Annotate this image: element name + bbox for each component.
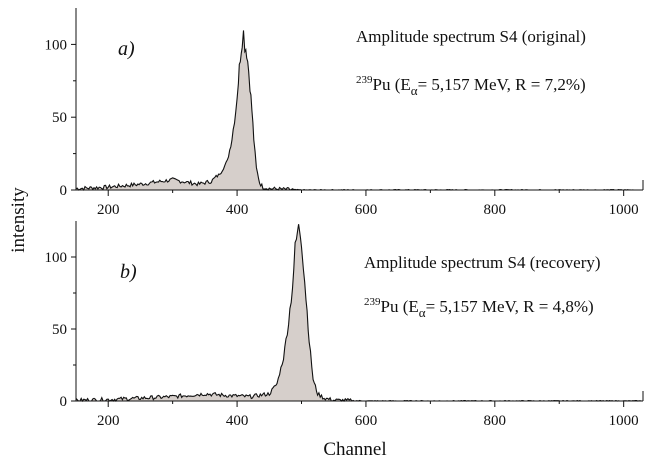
y-axis-title: intensity <box>8 187 29 253</box>
alpha-subscript: α <box>419 305 426 320</box>
panel-title: Amplitude spectrum S4 (original) <box>356 27 586 46</box>
energy-resolution-text: = 5,157 MeV, R = 7,2%) <box>418 75 586 94</box>
isotope-annotation: 239Pu (Eα= 5,157 MeV, R = 7,2%) <box>356 74 586 98</box>
spectrum-line <box>75 30 643 192</box>
panel-b: 0 50 100 200 400 600 800 1000 b) Amplitude spectr… <box>45 221 644 429</box>
y-tick-label: 0 <box>60 183 68 199</box>
isotope-mass: 239 <box>364 296 381 308</box>
y-tick-label: 100 <box>45 37 68 53</box>
panel-title: Amplitude spectrum S4 (recovery) <box>364 253 601 272</box>
panel-a: 0 50 100 200 400 600 800 1000 a) Amplitude spectr… <box>45 8 644 218</box>
x-tick-label: 1000 <box>609 413 639 429</box>
x-tick-label: 600 <box>355 413 378 429</box>
panel-label: b) <box>120 261 137 283</box>
x-tick-label: 200 <box>97 413 120 429</box>
x-tick-label: 400 <box>226 413 249 429</box>
x-tick-label: 800 <box>484 413 507 429</box>
spectrum-area <box>76 30 643 191</box>
y-tick-label: 0 <box>60 394 68 410</box>
panel-label: a) <box>118 38 135 60</box>
energy-resolution-text: = 5,157 MeV, R = 4,8%) <box>426 297 594 316</box>
x-tick-label: 800 <box>484 202 507 218</box>
isotope-text: Pu (E <box>381 297 419 316</box>
x-tick-label: 1000 <box>609 202 639 218</box>
y-tick-label: 50 <box>52 322 67 338</box>
x-axis-title: Channel <box>323 439 386 460</box>
y-tick-label: 100 <box>45 250 68 266</box>
y-tick-label: 50 <box>52 110 67 126</box>
isotope-annotation: 239Pu (Eα= 5,157 MeV, R = 4,8%) <box>364 296 594 320</box>
x-tick-label: 600 <box>355 202 378 218</box>
alpha-subscript: α <box>411 83 418 98</box>
isotope-mass: 239 <box>356 74 373 86</box>
isotope-text: Pu (E <box>373 75 411 94</box>
x-tick-label: 200 <box>97 202 120 218</box>
x-tick-label: 400 <box>226 202 249 218</box>
